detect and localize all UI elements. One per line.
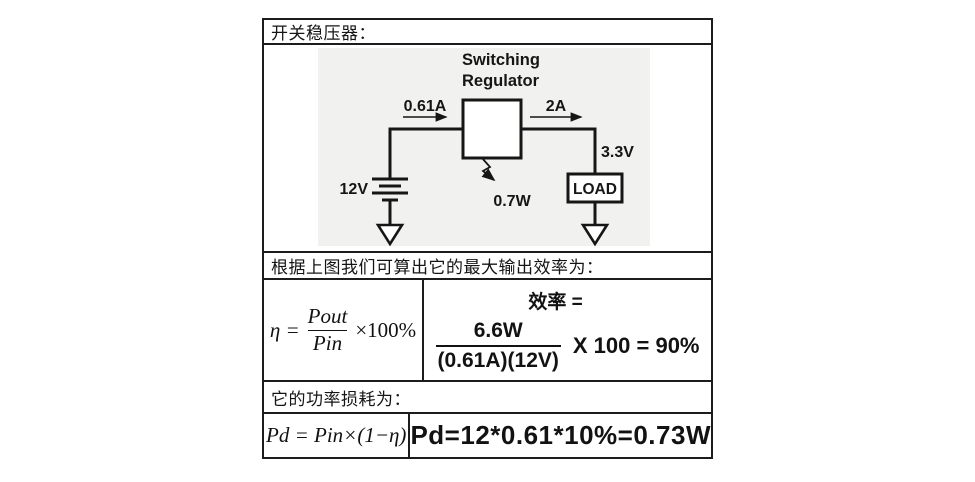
regulator-box	[461, 98, 523, 160]
load-box	[566, 172, 624, 204]
output-voltage-label: 3.3V	[601, 144, 634, 161]
efficiency-formula-cell: η = Pout Pin ×100%	[264, 280, 424, 380]
efficiency-calc-cell: 效率 = 6.6W (0.61A)(12V) X 100 = 90%	[424, 280, 711, 380]
regulator-title-line1: Switching	[462, 51, 540, 69]
ground-symbol-left	[375, 223, 405, 247]
ground-symbol-right	[580, 223, 610, 247]
efficiency-formula-suffix: ×100%	[355, 317, 417, 342]
efficiency-formula-fraction: Pout Pin	[303, 305, 353, 354]
efficiency-calc-numerator: 6.6W	[473, 318, 523, 342]
power-formula: Pd = Pin×(1−η)	[266, 423, 407, 447]
battery-symbol	[372, 177, 408, 225]
switching-regulator-diagram: Switching Regulator 0.61A 2A 3.3V 12V	[318, 48, 650, 247]
efficiency-formula-lhs: η =	[269, 317, 300, 342]
loss-power-label: 0.7W	[493, 193, 531, 210]
dissipation-bolt-icon	[481, 157, 496, 182]
power-loss-intro-row: 它的功率损耗为：	[264, 380, 711, 412]
output-wire	[520, 127, 597, 174]
circuit-diagram-row: Switching Regulator 0.61A 2A 3.3V 12V	[264, 43, 711, 251]
power-calc-cell: Pd=12*0.61*10%=0.73W	[410, 414, 711, 457]
table-title-row: 开关稳压器：	[264, 20, 711, 43]
input-current-label: 0.61A	[404, 98, 447, 115]
power-formula-cell: Pd = Pin×(1−η)	[264, 414, 411, 457]
power-calc-expression: Pd=12*0.61*10%=0.73W	[410, 420, 711, 450]
load-label: LOAD	[573, 181, 617, 198]
power-loss-row: Pd = Pin×(1−η) Pd=12*0.61*10%=0.73W	[264, 412, 711, 457]
efficiency-calc-label: 效率 =	[528, 291, 583, 313]
input-wire	[388, 127, 463, 179]
efficiency-formula-denominator: Pin	[307, 329, 348, 355]
efficiency-formula-numerator: Pout	[307, 304, 348, 329]
efficiency-row: η = Pout Pin ×100% 效率 = 6.6W (0.61A)(12V…	[264, 278, 711, 380]
source-voltage-label: 12V	[340, 181, 369, 198]
efficiency-intro-text: 根据上图我们可算出它的最大输出效率为：	[271, 258, 604, 277]
efficiency-intro-row: 根据上图我们可算出它的最大输出效率为：	[264, 251, 711, 278]
efficiency-formula: η = Pout Pin ×100%	[270, 305, 416, 354]
power-loss-intro-text: 它的功率损耗为：	[271, 389, 411, 409]
efficiency-calc-line: 6.6W (0.61A)(12V) X 100 = 90%	[435, 318, 700, 373]
output-current-label: 2A	[546, 98, 567, 115]
regulator-title-line2: Regulator	[462, 72, 540, 90]
efficiency-calc-denominator: (0.61A)(12V)	[435, 345, 561, 373]
title-text: 开关稳压器：	[271, 24, 376, 43]
efficiency-calc-result: X 100 = 90%	[572, 333, 700, 358]
regulator-info-table: 开关稳压器： Switching Regulator 0.61A	[262, 18, 713, 459]
efficiency-calc-fraction: 6.6W (0.61A)(12V)	[435, 318, 561, 373]
